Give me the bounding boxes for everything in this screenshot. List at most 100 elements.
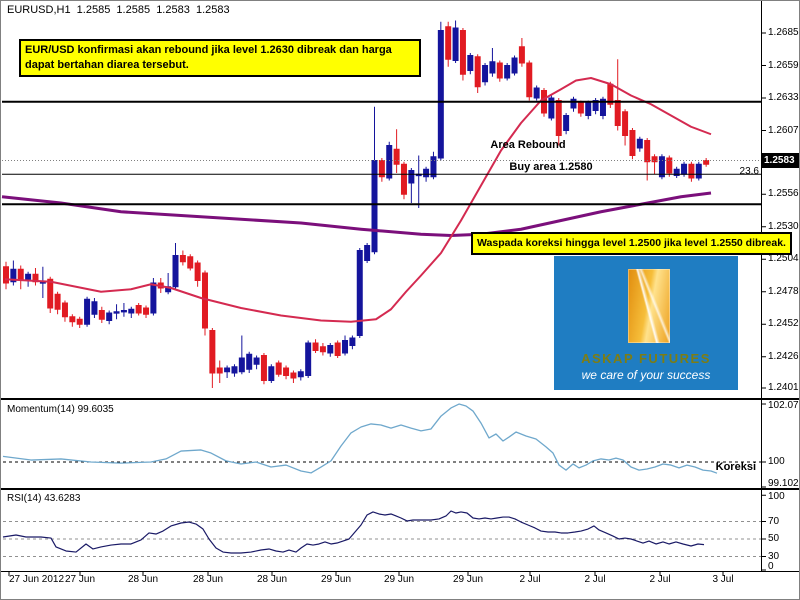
time-axis-label: 29 Jun: [383, 574, 415, 585]
candle-body: [283, 367, 290, 376]
price-axis-label: 1.2478: [768, 285, 799, 297]
price-axis-label: 1.2556: [768, 188, 799, 200]
time-axis-label: 27 Jun 2012: [9, 574, 65, 585]
momentum-indicator-label: Momentum(14) 99.6035: [7, 404, 114, 415]
candle-body: [563, 115, 570, 131]
momentum-axis-label: 100: [768, 456, 785, 467]
candle-body: [201, 272, 208, 329]
candle-body: [599, 98, 606, 116]
price-axis-label: 1.2633: [768, 92, 799, 103]
candle-body: [113, 311, 120, 314]
candle-body: [319, 346, 326, 353]
rsi-axis-label: 0: [768, 561, 774, 572]
candle-body: [216, 367, 223, 374]
candle-body: [172, 255, 179, 288]
price-axis-line: [761, 1, 762, 572]
candle-body: [482, 65, 489, 83]
rsi-axis-label: 70: [768, 515, 780, 527]
candle-body: [305, 342, 312, 376]
candle-body: [695, 163, 702, 179]
candle-body: [592, 100, 599, 111]
candle-body: [54, 293, 61, 310]
candle-body: [10, 268, 17, 283]
candle-body: [445, 26, 452, 60]
slow-ma-line: [1, 191, 712, 237]
candle-body: [47, 278, 54, 309]
candle-body: [253, 357, 260, 365]
rsi-axis-label: 100: [768, 491, 785, 502]
time-axis-label: 29 Jun: [320, 574, 352, 585]
askap-logo-icon: [628, 269, 670, 343]
price-axis-label: 1.2504: [768, 253, 799, 265]
askap-futures-logo: ASKAP FUTURES we care of your success: [554, 256, 738, 390]
candle-body: [496, 62, 503, 79]
candle-body: [393, 148, 400, 165]
time-axis-label: 2 Jul: [649, 574, 671, 585]
time-axis-label: 28 Jun: [256, 574, 288, 585]
candle-body: [614, 100, 621, 126]
candle-body: [703, 160, 710, 165]
rsi-indicator-label: RSI(14) 43.6283: [7, 493, 81, 504]
candle-body: [467, 55, 474, 71]
candle-body: [555, 100, 562, 136]
candle-body: [260, 355, 267, 381]
candle-body: [577, 102, 584, 114]
waspada-note-box[interactable]: Waspada koreksi hingga level 1.2500 jika…: [471, 232, 792, 255]
candle-body: [349, 337, 356, 346]
candle-body: [91, 301, 98, 315]
candle-body: [504, 65, 511, 79]
candle-body: [651, 156, 658, 163]
rebound-note-box[interactable]: EUR/USD konfirmasi akan rebound jika lev…: [19, 39, 421, 77]
candle-body: [135, 305, 142, 314]
time-axis-label: 3 Jul: [712, 574, 734, 585]
momentum-axis-label: 102.0709: [768, 400, 799, 411]
candle-body: [224, 367, 231, 373]
candle-body: [334, 342, 341, 356]
candle-body: [143, 307, 150, 315]
candle-body: [342, 340, 349, 354]
rsi-axis-label: 30: [768, 550, 780, 562]
time-axis-label: 27 Jun: [64, 574, 96, 585]
candle-body: [312, 342, 319, 351]
price-axis-label: 1.2659: [768, 59, 799, 71]
rsi-axis-label: 50: [768, 533, 780, 544]
candle-body: [194, 262, 201, 281]
candle-body: [570, 98, 577, 109]
candle-body: [84, 298, 91, 325]
fib-236-label: 23.6: [739, 166, 759, 177]
koreksi-label[interactable]: Koreksi: [715, 461, 756, 473]
candle-body: [356, 250, 363, 336]
candle-body: [666, 157, 673, 174]
candle-body: [489, 61, 496, 74]
candle-body: [511, 57, 518, 74]
time-axis-label: 2 Jul: [584, 574, 606, 585]
candle-body: [629, 130, 636, 156]
candle-body: [150, 282, 157, 314]
candle-body: [364, 245, 371, 261]
askap-logo-tagline: we care of your success: [581, 368, 711, 382]
candle-body: [238, 357, 245, 373]
candle-body: [76, 318, 83, 325]
area-rebound-label[interactable]: Area Rebound: [490, 139, 566, 151]
main-momentum-separator[interactable]: [1, 398, 799, 400]
candle-body: [430, 156, 437, 178]
candle-body: [231, 366, 238, 374]
candle-body: [69, 316, 76, 323]
candle-body: [673, 168, 680, 176]
candle-body: [658, 156, 665, 178]
price-axis-label: 1.2530: [768, 220, 799, 232]
candle-body: [526, 62, 533, 98]
candle-body: [681, 163, 688, 175]
time-axis-line: [1, 571, 799, 572]
buy-area-label[interactable]: Buy area 1.2580: [509, 161, 593, 173]
candle-body: [408, 170, 415, 184]
fast-ma-line: [4, 77, 712, 323]
candle-body: [688, 163, 695, 179]
candle-body: [61, 302, 68, 318]
price-axis-label: 1.2685: [768, 27, 799, 38]
candle-body: [268, 366, 275, 381]
momentum-rsi-separator[interactable]: [1, 488, 799, 490]
